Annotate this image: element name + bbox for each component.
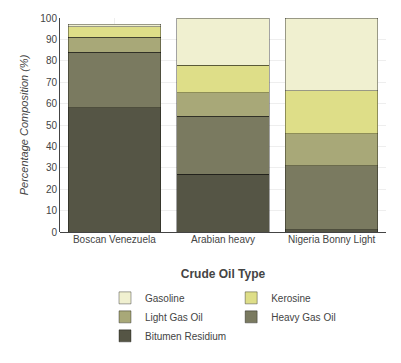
svg-text:Gasoline: Gasoline xyxy=(145,293,185,304)
svg-text:0: 0 xyxy=(51,227,57,238)
svg-text:Crude Oil Type: Crude Oil Type xyxy=(181,267,266,281)
svg-text:Percentage Composition (%): Percentage Composition (%) xyxy=(18,54,30,195)
svg-text:Light Gas Oil: Light Gas Oil xyxy=(145,312,203,323)
svg-text:70: 70 xyxy=(46,77,58,88)
svg-text:10: 10 xyxy=(46,205,58,216)
svg-text:Boscan Venezuela: Boscan Venezuela xyxy=(73,234,156,245)
svg-text:80: 80 xyxy=(46,55,58,66)
svg-text:Arabian heavy: Arabian heavy xyxy=(191,234,255,245)
svg-text:Nigeria Bonny Light: Nigeria Bonny Light xyxy=(288,234,375,245)
svg-text:30: 30 xyxy=(46,162,58,173)
svg-text:60: 60 xyxy=(46,98,58,109)
svg-text:50: 50 xyxy=(46,120,58,131)
svg-text:40: 40 xyxy=(46,141,58,152)
svg-text:100: 100 xyxy=(40,13,57,24)
svg-text:Bitumen Residium: Bitumen Residium xyxy=(145,331,226,342)
svg-text:20: 20 xyxy=(46,184,58,195)
svg-text:Kerosine: Kerosine xyxy=(271,293,311,304)
svg-text:Heavy Gas Oil: Heavy Gas Oil xyxy=(271,312,335,323)
svg-text:90: 90 xyxy=(46,34,58,45)
